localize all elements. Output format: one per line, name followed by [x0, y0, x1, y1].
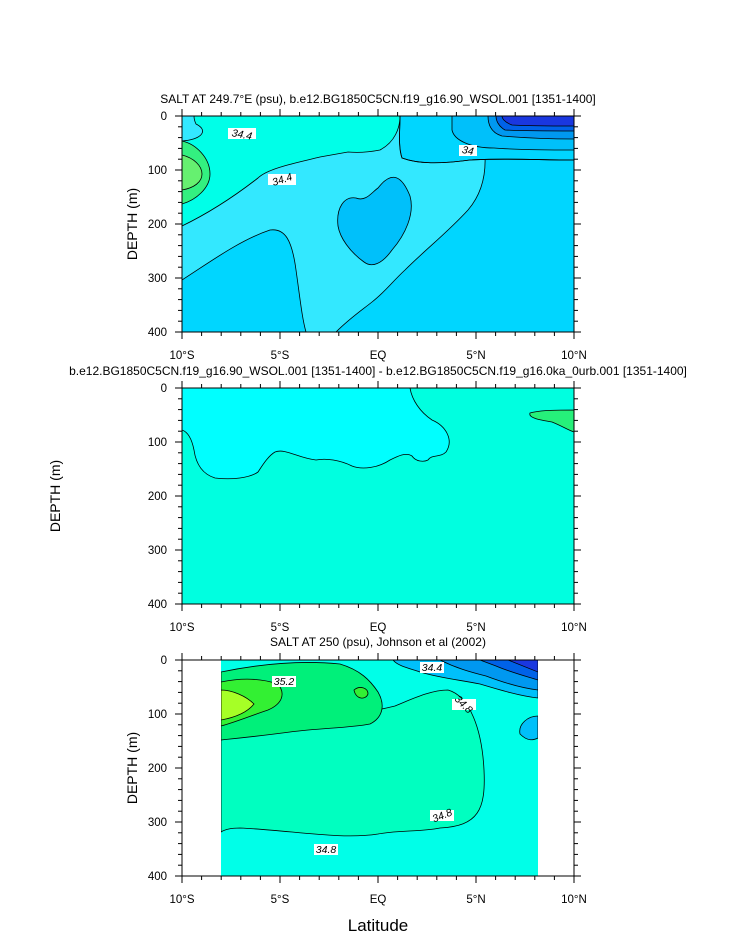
p2-xtick-eq: EQ	[370, 622, 387, 634]
p2-xtick-5n: 5°N	[466, 622, 485, 634]
p2-xtick-5s: 5°S	[271, 622, 290, 634]
p1-ytick-300: 300	[148, 273, 167, 285]
p3-contour-label-1: 35.2	[274, 676, 295, 688]
p3-ytick-0: 0	[161, 655, 167, 667]
p1-lower-left-region	[182, 229, 307, 332]
panel-2-title: b.e12.BG1850C5CN.f19_g16.90_WSOL.001 [13…	[69, 364, 687, 378]
p2-ylabel: DEPTH (m)	[47, 460, 63, 532]
p1-ytick-200: 200	[148, 219, 167, 231]
p2-ne-tongue	[529, 409, 574, 433]
p2-surface-region	[182, 388, 450, 480]
p2-ytick-100: 100	[148, 437, 167, 449]
panel-1-title: SALT AT 249.7°E (psu), b.e12.BG1850C5CN.…	[160, 92, 596, 106]
p3-ytick-200: 200	[148, 763, 167, 775]
p3-contour-label-5: 34.8	[316, 844, 337, 856]
p3-ne-eddy	[519, 715, 538, 741]
p1-left-high-region	[182, 116, 401, 227]
p1-xtick-10n: 10°N	[561, 350, 587, 362]
p3-ne-deepest	[507, 660, 538, 673]
p1-ytick-0: 0	[161, 111, 167, 123]
p2-ytick-200: 200	[148, 491, 167, 503]
p2-ytick-0: 0	[161, 383, 167, 395]
p2-xtick-10s: 10°S	[169, 622, 194, 634]
p3-xtick-eq: EQ	[370, 894, 387, 906]
p1-contour-label-1: 34.4	[231, 127, 253, 142]
p1-ytick-100: 100	[148, 165, 167, 177]
p1-xtick-10s: 10°S	[169, 350, 194, 362]
p2-ytick-300: 300	[148, 545, 167, 557]
x-axis-label: Latitude	[348, 916, 409, 935]
p1-ytick-400: 400	[148, 327, 167, 339]
panel-1: SALT AT 249.7°E (psu), b.e12.BG1850C5CN.…	[124, 92, 596, 362]
p3-xtick-10n: 10°N	[561, 894, 587, 906]
p1-ne-deepest	[501, 116, 574, 127]
p3-xtick-5s: 5°S	[271, 894, 290, 906]
p3-ytick-300: 300	[148, 817, 167, 829]
p3-xtick-10s: 10°S	[169, 894, 194, 906]
p3-ylabel: DEPTH (m)	[124, 732, 140, 804]
p3-ytick-400: 400	[148, 871, 167, 883]
p3-xtick-5n: 5°N	[466, 894, 485, 906]
p2-ytick-marks	[175, 381, 581, 611]
p1-ylabel: DEPTH (m)	[124, 188, 140, 260]
panel-3: SALT AT 250 (psu), Johnson et al (2002) …	[124, 635, 587, 935]
p3-contour-label-2: 34.4	[422, 662, 443, 674]
p1-central-blob	[337, 176, 412, 266]
p1-xtick-5s: 5°S	[271, 350, 290, 362]
p3-salty-core	[221, 689, 255, 721]
p1-north-line	[399, 116, 574, 164]
p2-xtick-10n: 10°N	[561, 622, 587, 634]
p3-ytick-100: 100	[148, 709, 167, 721]
panel-3-title: SALT AT 250 (psu), Johnson et al (2002)	[270, 635, 486, 649]
p3-small-eddy	[353, 687, 369, 699]
p1-contour-label-3: 34	[461, 144, 475, 158]
panel-2: b.e12.BG1850C5CN.f19_g16.90_WSOL.001 [13…	[47, 364, 687, 634]
p1-ytick-marks	[175, 109, 581, 339]
p1-left-core	[182, 154, 203, 191]
p1-xtick-eq: EQ	[370, 350, 387, 362]
p2-ytick-400: 400	[148, 599, 167, 611]
p1-xtick-5n: 5°N	[466, 350, 485, 362]
p3-ytick-marks	[175, 653, 581, 883]
